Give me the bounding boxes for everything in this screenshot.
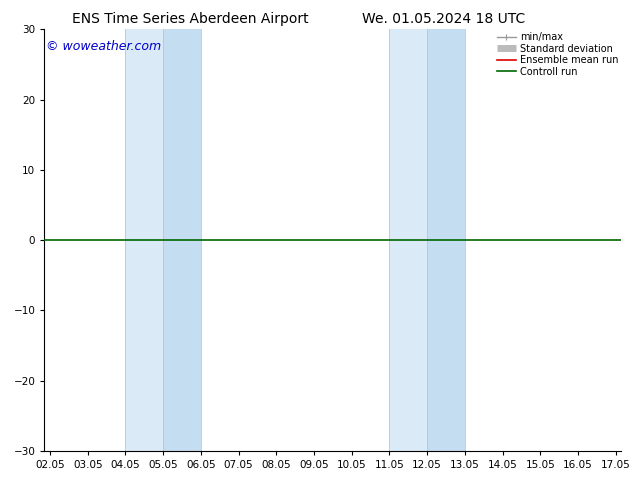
- Bar: [163, 29, 201, 451]
- Bar: [126, 29, 201, 451]
- Text: © woweather.com: © woweather.com: [46, 40, 162, 53]
- Legend: min/max, Standard deviation, Ensemble mean run, Controll run: min/max, Standard deviation, Ensemble me…: [496, 31, 619, 77]
- Bar: [389, 29, 465, 451]
- Text: ENS Time Series Aberdeen Airport: ENS Time Series Aberdeen Airport: [72, 12, 309, 26]
- Bar: [427, 29, 465, 451]
- Text: We. 01.05.2024 18 UTC: We. 01.05.2024 18 UTC: [362, 12, 526, 26]
